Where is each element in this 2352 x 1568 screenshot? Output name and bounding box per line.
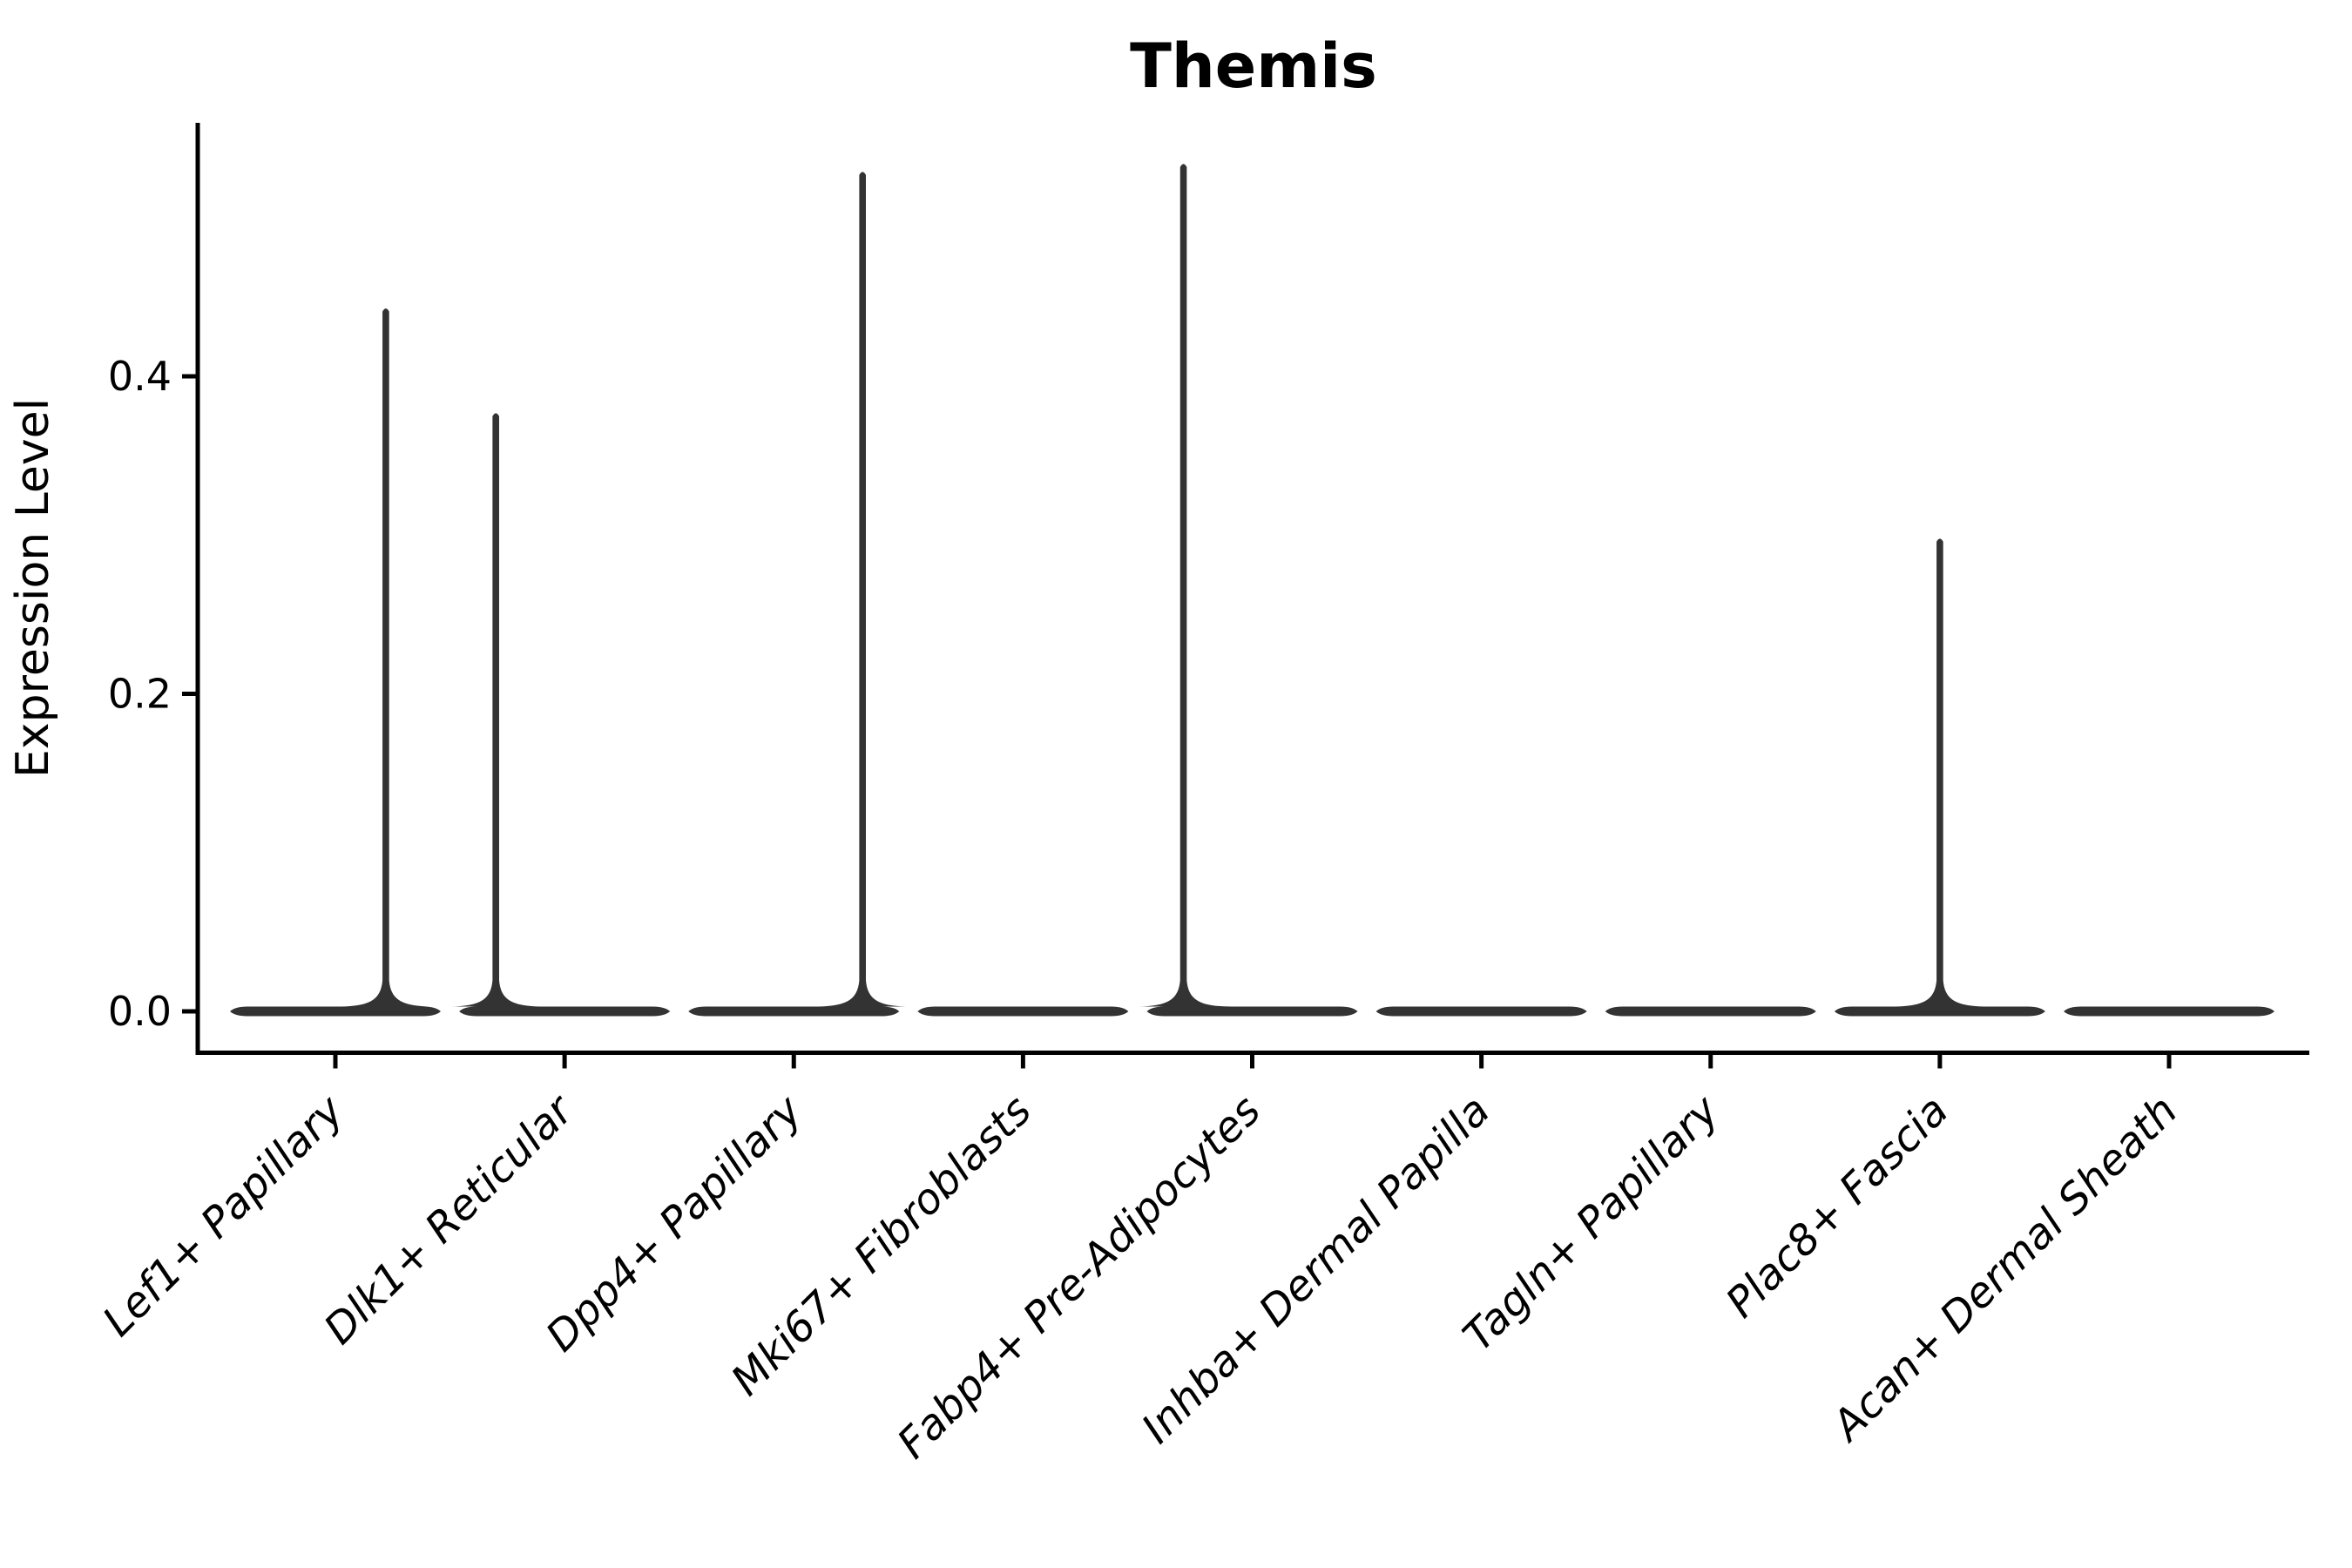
- violin-plac8-fascia: [1834, 538, 2045, 1017]
- y-tick-label-0.4: 0.4: [108, 353, 172, 400]
- y-tick-label-0.2: 0.2: [108, 671, 172, 718]
- x-tick-label-plac8-fascia: Plac8+ Fascia: [1717, 1086, 1958, 1328]
- violin-inhba-dermal-papilla: [1375, 1006, 1587, 1017]
- x-tick-label-dpp4-papillary: Dpp4+ Papillary: [537, 1085, 812, 1361]
- x-tick-label-lef1-papillary: Lef1+ Papillary: [93, 1085, 354, 1346]
- violin-fabp4-pre-adipocytes: [1135, 164, 1358, 1017]
- y-axis-label: Expression Level: [7, 398, 59, 778]
- violin-acan-dermal-sheath: [2064, 1006, 2274, 1017]
- y-tick-label-0.0: 0.0: [108, 988, 172, 1035]
- violin-tagln-papillary: [1605, 1006, 1816, 1017]
- chart-title: Themis: [1130, 30, 1377, 102]
- x-tick-label-tagln-papillary: Tagln+ Papillary: [1454, 1085, 1729, 1361]
- violin-dpp4-papillary: [688, 172, 911, 1017]
- violin-dlk1-reticular: [448, 413, 671, 1017]
- violin-mki67-fibroblasts: [917, 1006, 1129, 1017]
- x-tick-label-dlk1-reticular: Dlk1+ Reticular: [314, 1085, 585, 1355]
- violin-lef1-papillary: [230, 308, 441, 1017]
- x-tick-label-fabp4-pre-adipocytes: Fabp4+ Pre-Adipocytes: [888, 1086, 1270, 1469]
